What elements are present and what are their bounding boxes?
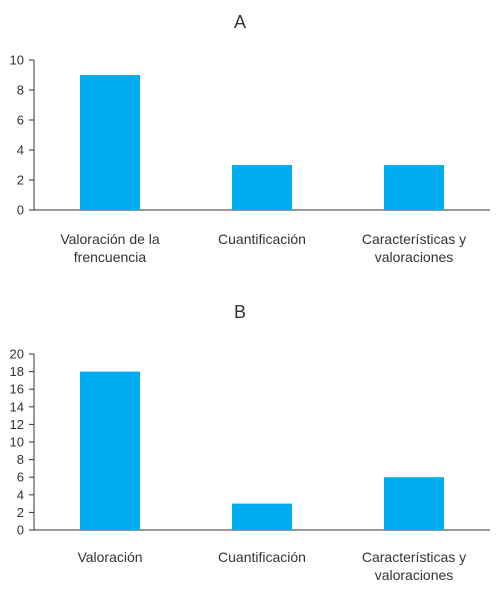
chart-1: B 0 2 4 6 8 10 12 14 16 18 20 Valoración Cuantificaci… — [10, 302, 490, 583]
y-tick-label: 8 — [17, 452, 24, 467]
bar — [80, 371, 140, 530]
bar — [80, 75, 140, 210]
x-category-label: Valoración de la — [60, 231, 160, 247]
y-tick-label: 10 — [10, 53, 24, 68]
y-tick-label: 18 — [10, 364, 24, 379]
bar — [384, 477, 444, 530]
y-tick-label: 4 — [17, 487, 24, 502]
x-category-label: valoraciones — [375, 567, 454, 583]
y-tick-label: 14 — [10, 399, 24, 414]
x-category-label: Características y — [362, 231, 466, 247]
y-tick-label: 20 — [10, 347, 24, 362]
x-category-label: valoraciones — [375, 249, 454, 265]
y-tick-label: 4 — [17, 143, 24, 158]
x-category-label: frencuencia — [74, 249, 147, 265]
y-tick-label: 8 — [17, 83, 24, 98]
y-tick-label: 6 — [17, 113, 24, 128]
chart-title: A — [234, 12, 246, 32]
chart-title: B — [234, 302, 246, 322]
x-category-label: Características y — [362, 549, 466, 565]
y-tick-label: 2 — [17, 505, 24, 520]
y-tick-label: 0 — [17, 523, 24, 538]
y-tick-label: 16 — [10, 382, 24, 397]
chart-0: A 0 2 4 6 8 10 Valoración de la frencuencia Cuant… — [10, 12, 490, 265]
x-category-label: Cuantificación — [218, 231, 306, 247]
y-tick-label: 6 — [17, 470, 24, 485]
bar — [384, 165, 444, 210]
bar — [232, 503, 292, 530]
y-tick-label: 10 — [10, 435, 24, 450]
bar — [232, 165, 292, 210]
x-category-label: Valoración — [77, 549, 142, 565]
y-tick-label: 12 — [10, 417, 24, 432]
y-tick-label: 0 — [17, 203, 24, 218]
x-category-label: Cuantificación — [218, 549, 306, 565]
y-tick-label: 2 — [17, 173, 24, 188]
